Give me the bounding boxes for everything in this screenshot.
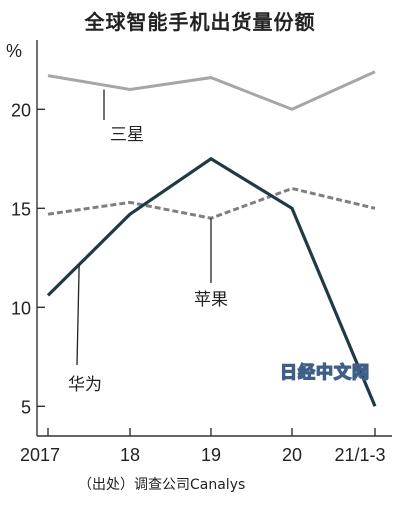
y-tick-label: 15 (11, 199, 31, 219)
source-note: （出处）调查公司Canalys (78, 477, 246, 493)
series-label: 三星 (110, 125, 144, 145)
series-label: 华为 (68, 375, 102, 395)
y-tick-label: 5 (21, 397, 31, 417)
watermark-logo: 日经中文网 (279, 362, 370, 383)
series-line (47, 186, 376, 220)
leader-line (76, 264, 80, 366)
chart-title: 全球智能手机出货量份额 (84, 10, 316, 34)
x-tick-label: 2017 (20, 445, 60, 465)
x-tick-label: 18 (120, 445, 140, 465)
x-tick-label: 20 (282, 445, 302, 465)
x-tick-label: 21/1-3 (334, 445, 385, 465)
y-unit-label: % (6, 41, 22, 61)
y-tick-label: 10 (11, 298, 31, 318)
series-line (46, 156, 377, 407)
series-label: 苹果 (194, 290, 228, 310)
x-tick-label: 19 (201, 445, 221, 465)
y-tick-label: 20 (11, 100, 31, 120)
chart-ticks: % 5 10 15 20 2017 18 19 20 21/1-3 (6, 41, 386, 465)
series-line (47, 70, 376, 111)
chart-axes (36, 40, 392, 437)
